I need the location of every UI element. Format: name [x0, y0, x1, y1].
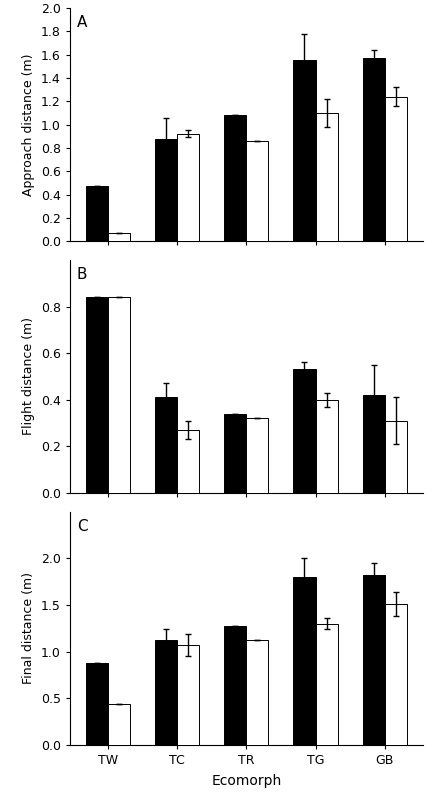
Bar [155, 641, 177, 745]
Bar [363, 575, 385, 745]
Bar [155, 139, 177, 241]
Bar [224, 626, 246, 745]
Bar [246, 418, 269, 493]
Bar [385, 97, 407, 241]
Bar [108, 233, 130, 241]
Bar [385, 604, 407, 745]
Bar [108, 704, 130, 745]
Bar [86, 663, 108, 745]
Y-axis label: Approach distance (m): Approach distance (m) [22, 54, 35, 196]
X-axis label: Ecomorph: Ecomorph [211, 774, 282, 788]
Bar [224, 414, 246, 493]
Text: C: C [77, 519, 88, 533]
Bar [293, 61, 316, 241]
Text: B: B [77, 267, 87, 282]
Bar [363, 58, 385, 241]
Y-axis label: Flight distance (m): Flight distance (m) [22, 317, 35, 436]
Bar [224, 115, 246, 241]
Bar [316, 400, 337, 493]
Bar [293, 369, 316, 493]
Bar [177, 430, 199, 493]
Bar [363, 395, 385, 493]
Bar [246, 141, 269, 241]
Bar [177, 645, 199, 745]
Bar [86, 297, 108, 493]
Bar [246, 639, 269, 745]
Y-axis label: Final distance (m): Final distance (m) [22, 573, 35, 684]
Bar [316, 113, 337, 241]
Bar [86, 187, 108, 241]
Text: A: A [77, 15, 87, 30]
Bar [316, 624, 337, 745]
Bar [108, 297, 130, 493]
Bar [293, 577, 316, 745]
Bar [385, 421, 407, 493]
Bar [155, 397, 177, 493]
Bar [177, 134, 199, 241]
